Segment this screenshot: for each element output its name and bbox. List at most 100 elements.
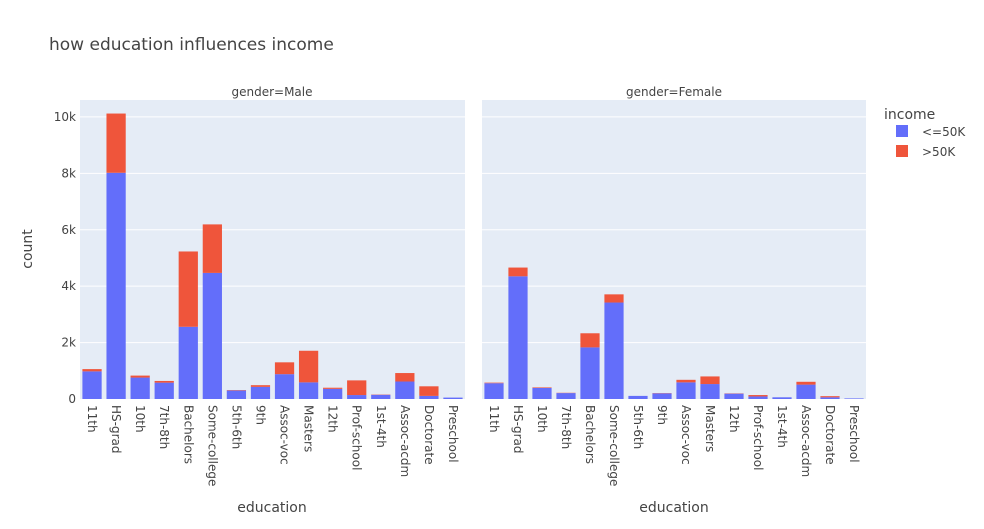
bar-gender-female-doctorate-le50k[interactable] <box>820 397 839 399</box>
bar-gender-female-some-college-le50k[interactable] <box>604 303 623 399</box>
x-tick-label-1-preschool: Preschool <box>847 405 861 463</box>
bar-gender-male-9th-gt50k[interactable] <box>251 385 270 387</box>
x-tick-label-0-10th: 10th <box>133 405 147 433</box>
facet-female-label: gender=Female <box>626 85 722 99</box>
bar-gender-female-assoc-acdm-le50k[interactable] <box>796 385 815 399</box>
bar-gender-female-doctorate-gt50k[interactable] <box>820 396 839 397</box>
y-axis-label: count <box>20 229 36 269</box>
x-tick-label-0-hs-grad: HS-grad <box>109 405 123 454</box>
bar-gender-female-11th-le50k[interactable] <box>484 383 503 399</box>
bar-gender-male-bachelors-gt50k[interactable] <box>179 251 198 326</box>
x-tick-label-0-bachelors: Bachelors <box>181 405 195 464</box>
bar-gender-female-11th-gt50k[interactable] <box>484 383 503 384</box>
y-tick-label-5: 10k <box>54 110 76 124</box>
bar-gender-male-12th-le50k[interactable] <box>323 389 342 399</box>
x-tick-label-1-bachelors: Bachelors <box>583 405 597 464</box>
bar-gender-female-7th-8th-le50k[interactable] <box>556 393 575 399</box>
x-tick-label-1-10th: 10th <box>535 405 549 433</box>
bar-gender-male-7th-8th-gt50k[interactable] <box>155 381 174 383</box>
bar-gender-female-masters-le50k[interactable] <box>700 384 719 399</box>
x-tick-label-0-12th: 12th <box>326 405 340 433</box>
bar-gender-female-bachelors-le50k[interactable] <box>580 347 599 399</box>
bar-gender-male-assoc-acdm-gt50k[interactable] <box>395 373 414 381</box>
x-tick-label-0-9th: 9th <box>253 405 267 425</box>
x-tick-label-0-doctorate: Doctorate <box>422 405 436 465</box>
x-tick-label-1-some-college: Some-college <box>607 405 621 486</box>
bar-gender-male-prof-school-le50k[interactable] <box>347 395 366 399</box>
bar-gender-male-hs-grad-gt50k[interactable] <box>106 114 125 173</box>
x-tick-label-0-5th-6th: 5th-6th <box>229 405 243 449</box>
bar-gender-female-1st-4th-le50k[interactable] <box>772 397 791 399</box>
bar-gender-female-assoc-voc-le50k[interactable] <box>676 382 695 399</box>
x-tick-label-0-7th-8th: 7th-8th <box>157 405 171 449</box>
x-tick-label-0-assoc-acdm: Assoc-acdm <box>398 405 412 477</box>
bar-gender-male-doctorate-le50k[interactable] <box>419 396 438 399</box>
x-tick-label-0-some-college: Some-college <box>205 405 219 486</box>
bar-gender-male-5th-6th-le50k[interactable] <box>227 391 246 399</box>
bar-gender-male-assoc-voc-le50k[interactable] <box>275 374 294 399</box>
bar-gender-male-assoc-acdm-le50k[interactable] <box>395 382 414 399</box>
y-tick-label-4: 8k <box>61 166 76 180</box>
chart-title: how education influences income <box>49 35 334 55</box>
x-tick-label-1-1st-4th: 1st-4th <box>775 405 789 448</box>
facet-male-plot-area <box>80 100 465 399</box>
x-tick-label-0-masters: Masters <box>302 405 316 452</box>
bar-gender-male-hs-grad-le50k[interactable] <box>106 173 125 399</box>
x-tick-label-1-masters: Masters <box>703 405 717 452</box>
bar-gender-female-assoc-voc-gt50k[interactable] <box>676 380 695 383</box>
x-tick-label-1-11th: 11th <box>487 405 501 433</box>
legend-swatch-gt50k <box>896 145 908 157</box>
bar-gender-female-assoc-acdm-gt50k[interactable] <box>796 382 815 385</box>
bar-gender-female-prof-school-le50k[interactable] <box>748 396 767 399</box>
x-tick-label-1-doctorate: Doctorate <box>823 405 837 465</box>
bar-gender-female-prof-school-gt50k[interactable] <box>748 395 767 396</box>
x-tick-label-1-12th: 12th <box>727 405 741 433</box>
bar-gender-male-preschool-le50k[interactable] <box>443 398 462 399</box>
bar-gender-male-some-college-gt50k[interactable] <box>203 224 222 273</box>
facet-female-plot-area <box>482 100 866 399</box>
bar-gender-male-bachelors-le50k[interactable] <box>179 327 198 399</box>
bar-gender-male-12th-gt50k[interactable] <box>323 388 342 389</box>
legend-title: income <box>884 107 935 123</box>
bar-gender-female-bachelors-gt50k[interactable] <box>580 333 599 347</box>
bar-gender-female-preschool-le50k[interactable] <box>844 398 863 399</box>
bar-gender-male-masters-gt50k[interactable] <box>299 351 318 383</box>
legend-item-le50k[interactable]: <=50K <box>896 125 966 139</box>
facet-male-label: gender=Male <box>231 85 312 99</box>
legend-item-gt50k[interactable]: >50K <box>896 145 956 159</box>
bar-gender-female-masters-gt50k[interactable] <box>700 376 719 384</box>
bar-gender-female-hs-grad-gt50k[interactable] <box>508 268 527 277</box>
bar-gender-male-11th-gt50k[interactable] <box>82 369 101 371</box>
bar-gender-female-5th-6th-le50k[interactable] <box>628 396 647 399</box>
bar-gender-male-prof-school-gt50k[interactable] <box>347 380 366 395</box>
bar-gender-male-10th-le50k[interactable] <box>131 378 150 399</box>
legend-label-gt50k: >50K <box>922 145 956 159</box>
facet-female-x-axis-label: education <box>639 500 708 516</box>
bar-gender-female-hs-grad-le50k[interactable] <box>508 276 527 399</box>
bar-gender-male-1st-4th-le50k[interactable] <box>371 395 390 399</box>
bar-gender-female-10th-le50k[interactable] <box>532 388 551 399</box>
x-tick-label-0-assoc-voc: Assoc-voc <box>278 405 292 465</box>
bar-gender-male-11th-le50k[interactable] <box>82 371 101 399</box>
facet-male-x-axis-label: education <box>237 500 306 516</box>
bar-gender-female-10th-gt50k[interactable] <box>532 387 551 388</box>
bar-gender-male-masters-le50k[interactable] <box>299 382 318 399</box>
bar-gender-female-some-college-gt50k[interactable] <box>604 294 623 302</box>
x-tick-label-0-1st-4th: 1st-4th <box>374 405 388 448</box>
x-tick-label-1-7th-8th: 7th-8th <box>559 405 573 449</box>
bar-gender-male-10th-gt50k[interactable] <box>131 376 150 378</box>
x-tick-label-1-5th-6th: 5th-6th <box>631 405 645 449</box>
x-tick-label-1-9th: 9th <box>655 405 669 425</box>
bar-gender-female-12th-le50k[interactable] <box>724 394 743 399</box>
legend-swatch-le50k <box>896 125 908 137</box>
bar-gender-male-assoc-voc-gt50k[interactable] <box>275 362 294 374</box>
bar-gender-male-7th-8th-le50k[interactable] <box>155 383 174 399</box>
x-tick-label-1-hs-grad: HS-grad <box>511 405 525 454</box>
bar-gender-male-some-college-le50k[interactable] <box>203 273 222 399</box>
bar-gender-male-9th-le50k[interactable] <box>251 387 270 399</box>
x-tick-label-0-prof-school: Prof-school <box>350 405 364 470</box>
bar-gender-female-9th-le50k[interactable] <box>652 393 671 399</box>
x-tick-label-0-preschool: Preschool <box>446 405 460 463</box>
bar-gender-male-doctorate-gt50k[interactable] <box>419 386 438 396</box>
